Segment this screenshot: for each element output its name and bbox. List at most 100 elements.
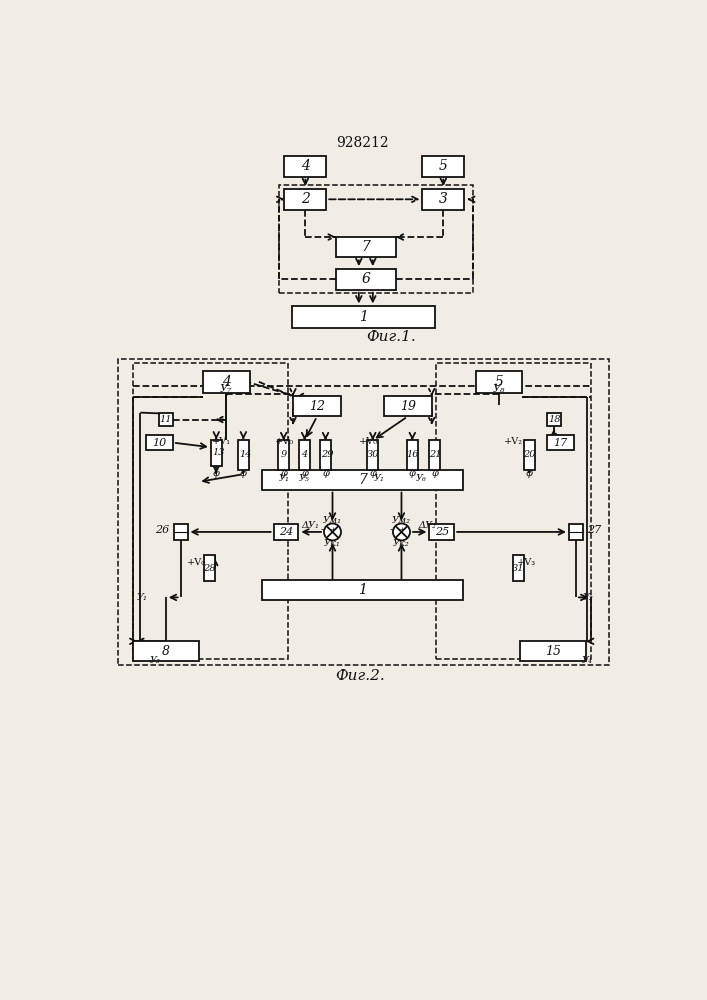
Text: Ук₁: Ук₁: [324, 539, 341, 548]
Bar: [284, 156, 327, 177]
Text: φ: φ: [431, 469, 438, 478]
Bar: [204, 555, 215, 581]
Text: У₇: У₇: [220, 384, 233, 394]
Bar: [436, 363, 591, 659]
Bar: [284, 189, 327, 210]
Text: 1: 1: [358, 583, 367, 597]
Text: У₂: У₂: [583, 593, 594, 602]
Text: +V₁: +V₁: [212, 437, 231, 446]
Text: φ: φ: [409, 469, 416, 478]
Text: 14: 14: [240, 450, 252, 459]
Text: У₈: У₈: [493, 384, 506, 394]
Text: 29: 29: [321, 450, 333, 459]
Text: φ: φ: [213, 469, 220, 478]
Bar: [262, 580, 464, 600]
Text: 13: 13: [212, 448, 225, 457]
Text: 928212: 928212: [337, 136, 389, 150]
Text: Фиг.1.: Фиг.1.: [366, 330, 416, 344]
Text: Ук₂: Ук₂: [393, 539, 410, 548]
Text: У₆: У₆: [416, 474, 427, 483]
Text: φ: φ: [322, 469, 329, 478]
Text: 21: 21: [428, 450, 441, 459]
Circle shape: [324, 523, 341, 540]
Text: 12: 12: [309, 400, 325, 413]
Text: +: +: [398, 526, 405, 534]
Text: 2: 2: [301, 192, 310, 206]
Text: +V₀: +V₀: [187, 558, 206, 567]
Text: 3: 3: [439, 192, 448, 206]
Text: 25: 25: [435, 527, 449, 537]
Bar: [292, 306, 436, 328]
Bar: [238, 440, 249, 470]
Text: +V₃: +V₃: [517, 558, 536, 567]
Bar: [174, 524, 187, 540]
Bar: [336, 269, 396, 290]
Bar: [524, 440, 534, 470]
Text: 19: 19: [399, 400, 416, 413]
Text: 4: 4: [301, 450, 308, 459]
Bar: [211, 440, 222, 466]
Bar: [132, 363, 288, 659]
Text: φ: φ: [280, 469, 287, 478]
Bar: [336, 237, 396, 257]
Bar: [320, 440, 331, 470]
Circle shape: [393, 523, 410, 540]
Text: Ум₂: Ум₂: [392, 516, 411, 525]
Bar: [547, 413, 561, 426]
Text: +V₀: +V₀: [358, 437, 378, 446]
Bar: [407, 440, 418, 470]
Text: У₅: У₅: [298, 474, 309, 483]
Bar: [368, 440, 378, 470]
Text: Ум₁: Ум₁: [323, 516, 342, 525]
Text: -: -: [321, 525, 324, 534]
Text: 27: 27: [587, 525, 601, 535]
Text: 6: 6: [361, 272, 370, 286]
Text: 31: 31: [513, 564, 525, 573]
Text: 20: 20: [523, 450, 536, 459]
Text: 5: 5: [495, 375, 503, 389]
Text: 28: 28: [203, 564, 216, 573]
Text: 17: 17: [553, 438, 568, 448]
Text: ΔУ₂: ΔУ₂: [418, 521, 436, 530]
Bar: [429, 524, 454, 540]
Bar: [118, 359, 609, 665]
Bar: [547, 435, 574, 450]
Text: У₁: У₁: [137, 593, 148, 602]
Text: 16: 16: [406, 450, 419, 459]
Text: У₁: У₁: [373, 474, 385, 483]
Text: ΔУ₁: ΔУ₁: [301, 521, 319, 530]
Bar: [133, 641, 199, 661]
Text: φ: φ: [369, 469, 376, 478]
Bar: [279, 185, 473, 293]
Bar: [384, 396, 432, 416]
Text: 4: 4: [222, 375, 230, 389]
Text: 30: 30: [366, 450, 379, 459]
Text: У₃: У₃: [150, 656, 160, 665]
Text: 4: 4: [301, 159, 310, 173]
Text: 18: 18: [548, 415, 561, 424]
Text: 10: 10: [153, 438, 167, 448]
Bar: [422, 156, 464, 177]
Text: 15: 15: [545, 645, 561, 658]
Bar: [422, 189, 464, 210]
Bar: [429, 440, 440, 470]
Text: φ: φ: [240, 469, 247, 478]
Text: Фиг.2.: Фиг.2.: [334, 669, 385, 683]
Bar: [293, 396, 341, 416]
Text: 26: 26: [156, 525, 170, 535]
Text: У₁: У₁: [279, 474, 289, 483]
Bar: [279, 440, 289, 470]
Text: У₄: У₄: [581, 656, 592, 665]
Text: 7: 7: [361, 240, 370, 254]
Bar: [274, 524, 298, 540]
Text: +: +: [329, 526, 336, 534]
Text: +V₀: +V₀: [275, 437, 294, 446]
Text: 8: 8: [162, 645, 170, 658]
Text: 1: 1: [359, 310, 368, 324]
Bar: [146, 435, 173, 450]
Text: φ: φ: [301, 469, 308, 478]
Bar: [203, 371, 250, 393]
Bar: [159, 413, 173, 426]
Text: 11: 11: [160, 415, 172, 424]
Bar: [569, 524, 583, 540]
